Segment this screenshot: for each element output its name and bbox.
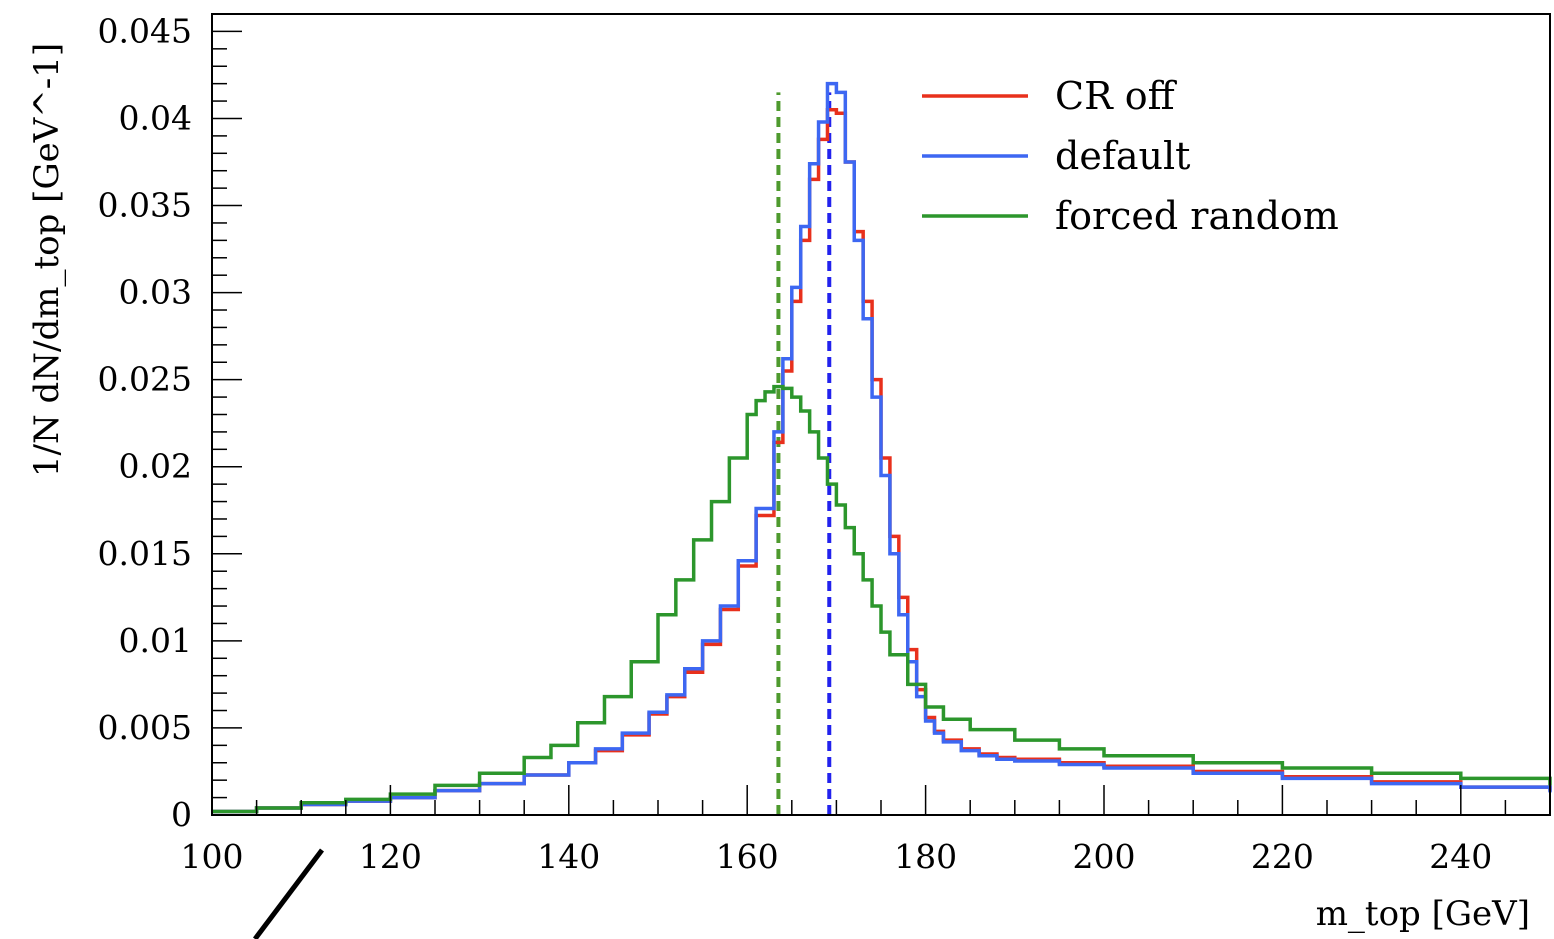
series-layer [212, 81, 1552, 814]
tick-labels: 100 120 140 160 180 200 220 240 0 0.005 0.01 0.015 0… [98, 11, 1493, 876]
y-tick-label: 0.03 [119, 273, 192, 312]
x-tick-label: 220 [1251, 837, 1314, 876]
y-tick-label: 0.005 [98, 708, 192, 747]
series-line-default [212, 81, 1552, 814]
axis-break-mark [253, 848, 324, 939]
y-tick-label: 0.035 [98, 186, 192, 225]
plot-frame [211, 13, 1551, 816]
reference-lines [776, 92, 832, 815]
y-axis-label: 1/N dN/dm_top [GeV^-1] [27, 43, 67, 477]
y-tick-label: 0 [171, 795, 192, 834]
legend-label: default [1055, 134, 1190, 178]
y-tick-label: 0.01 [119, 621, 192, 660]
x-tick-label: 140 [537, 837, 600, 876]
series-line-forced-random [212, 384, 1552, 814]
x-tick-label: 120 [359, 837, 422, 876]
x-tick-label: 160 [716, 837, 779, 876]
x-axis-label: m_top [GeV] [1316, 894, 1530, 934]
legend-label: forced random [1055, 194, 1339, 238]
y-tick-label: 0.045 [98, 11, 192, 50]
x-tick-label: 180 [894, 837, 957, 876]
x-tick-label: 200 [1073, 837, 1136, 876]
x-tick-label: 100 [181, 837, 244, 876]
x-tick-label: 240 [1429, 837, 1492, 876]
y-tick-label: 0.02 [119, 447, 192, 486]
legend: CR off default forced random [922, 74, 1339, 238]
legend-label: CR off [1055, 74, 1178, 118]
y-tick-label: 0.04 [119, 98, 192, 137]
tick-marks [211, 13, 1551, 816]
y-tick-label: 0.025 [98, 360, 192, 399]
y-tick-label: 0.015 [98, 534, 192, 573]
